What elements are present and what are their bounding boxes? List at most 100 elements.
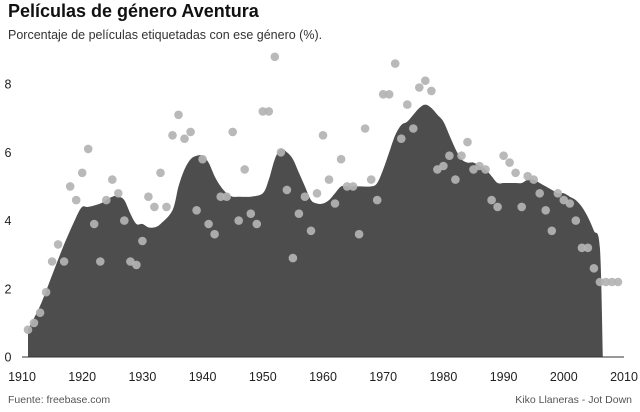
data-point (83, 144, 93, 154)
data-point (204, 219, 213, 229)
data-point (601, 277, 611, 287)
y-tick-label: 4 (5, 214, 12, 228)
data-point (114, 189, 123, 198)
data-point (403, 100, 412, 109)
trend-area-layer (28, 104, 603, 357)
data-point (71, 195, 81, 205)
x-tick-label: 2010 (610, 370, 638, 384)
data-point (427, 86, 436, 96)
data-point (138, 236, 147, 246)
data-point (282, 185, 292, 195)
data-point (168, 131, 177, 140)
x-tick-label: 1940 (189, 370, 217, 384)
x-tick-label: 1950 (249, 370, 277, 384)
data-point (571, 216, 581, 225)
x-tick-label: 1960 (309, 370, 337, 384)
data-point (481, 165, 490, 174)
data-point (222, 192, 231, 201)
data-point (511, 168, 520, 178)
data-point (47, 257, 57, 266)
data-point (577, 243, 587, 253)
data-point (354, 229, 364, 239)
y-tick-label: 0 (5, 351, 12, 365)
data-point (499, 151, 508, 160)
trend-area (28, 104, 603, 357)
data-point (439, 161, 448, 171)
data-point (505, 158, 514, 167)
data-point (252, 219, 262, 229)
data-point (360, 124, 370, 133)
data-point (89, 219, 99, 229)
data-point (378, 90, 388, 99)
data-point (53, 240, 63, 249)
data-point (409, 124, 418, 133)
data-point (77, 168, 87, 178)
data-point (246, 209, 256, 218)
chart-subtitle: Porcentaje de películas etiquetadas con … (8, 28, 323, 42)
data-point (487, 195, 496, 205)
data-point (258, 107, 268, 116)
axis-layer: 1910 1920 1930 1940 1950 1960 1970 1980 1990 2000… (5, 78, 638, 384)
data-point (35, 308, 45, 318)
data-point (276, 148, 286, 157)
points-layer (23, 52, 623, 335)
y-tick-label: 2 (5, 282, 12, 296)
data-point (174, 110, 183, 120)
data-point (493, 202, 502, 212)
data-point (541, 206, 550, 215)
data-point (366, 175, 376, 184)
x-tick-label: 1910 (8, 370, 36, 384)
data-point (384, 90, 394, 99)
data-point (445, 151, 454, 160)
data-point (553, 189, 563, 198)
data-point (457, 151, 466, 160)
data-point (565, 199, 575, 208)
data-point (547, 226, 557, 236)
x-tick-label: 1970 (369, 370, 397, 384)
data-point (306, 226, 316, 236)
data-point (108, 175, 117, 184)
data-point (613, 277, 623, 287)
x-tick-label: 1990 (490, 370, 518, 384)
data-point (330, 199, 340, 208)
data-point (348, 182, 358, 191)
data-point (162, 202, 171, 212)
data-point (216, 192, 225, 201)
data-point (318, 131, 328, 140)
data-point (589, 264, 599, 273)
data-point (198, 154, 207, 164)
data-point (312, 189, 322, 198)
data-point (65, 182, 75, 191)
data-point (186, 127, 195, 137)
source-note: Fuente: freebase.com (8, 394, 111, 406)
data-point (372, 195, 382, 205)
y-tick-label: 6 (5, 146, 12, 160)
data-point (156, 168, 165, 178)
data-point (607, 277, 617, 287)
data-point (234, 216, 243, 225)
data-point (144, 192, 153, 201)
data-point (59, 257, 69, 266)
data-point (264, 107, 274, 116)
data-point (192, 206, 201, 215)
x-tick-label: 1930 (128, 370, 156, 384)
data-point (288, 253, 298, 263)
data-point (463, 137, 472, 147)
data-point (336, 154, 346, 164)
credit-note: Kiko Llaneras - Jot Down (515, 394, 632, 406)
data-point (421, 76, 430, 85)
data-point (583, 243, 593, 253)
data-point (150, 202, 159, 212)
data-point (324, 175, 334, 184)
x-tick-label: 1920 (68, 370, 96, 384)
data-point (210, 229, 219, 239)
x-tick-label: 2000 (550, 370, 578, 384)
data-point (595, 277, 605, 287)
x-tick-label: 1980 (429, 370, 457, 384)
data-point (23, 325, 33, 335)
data-point (96, 257, 105, 266)
data-point (300, 192, 310, 201)
data-point (29, 318, 39, 328)
data-point (240, 165, 249, 174)
